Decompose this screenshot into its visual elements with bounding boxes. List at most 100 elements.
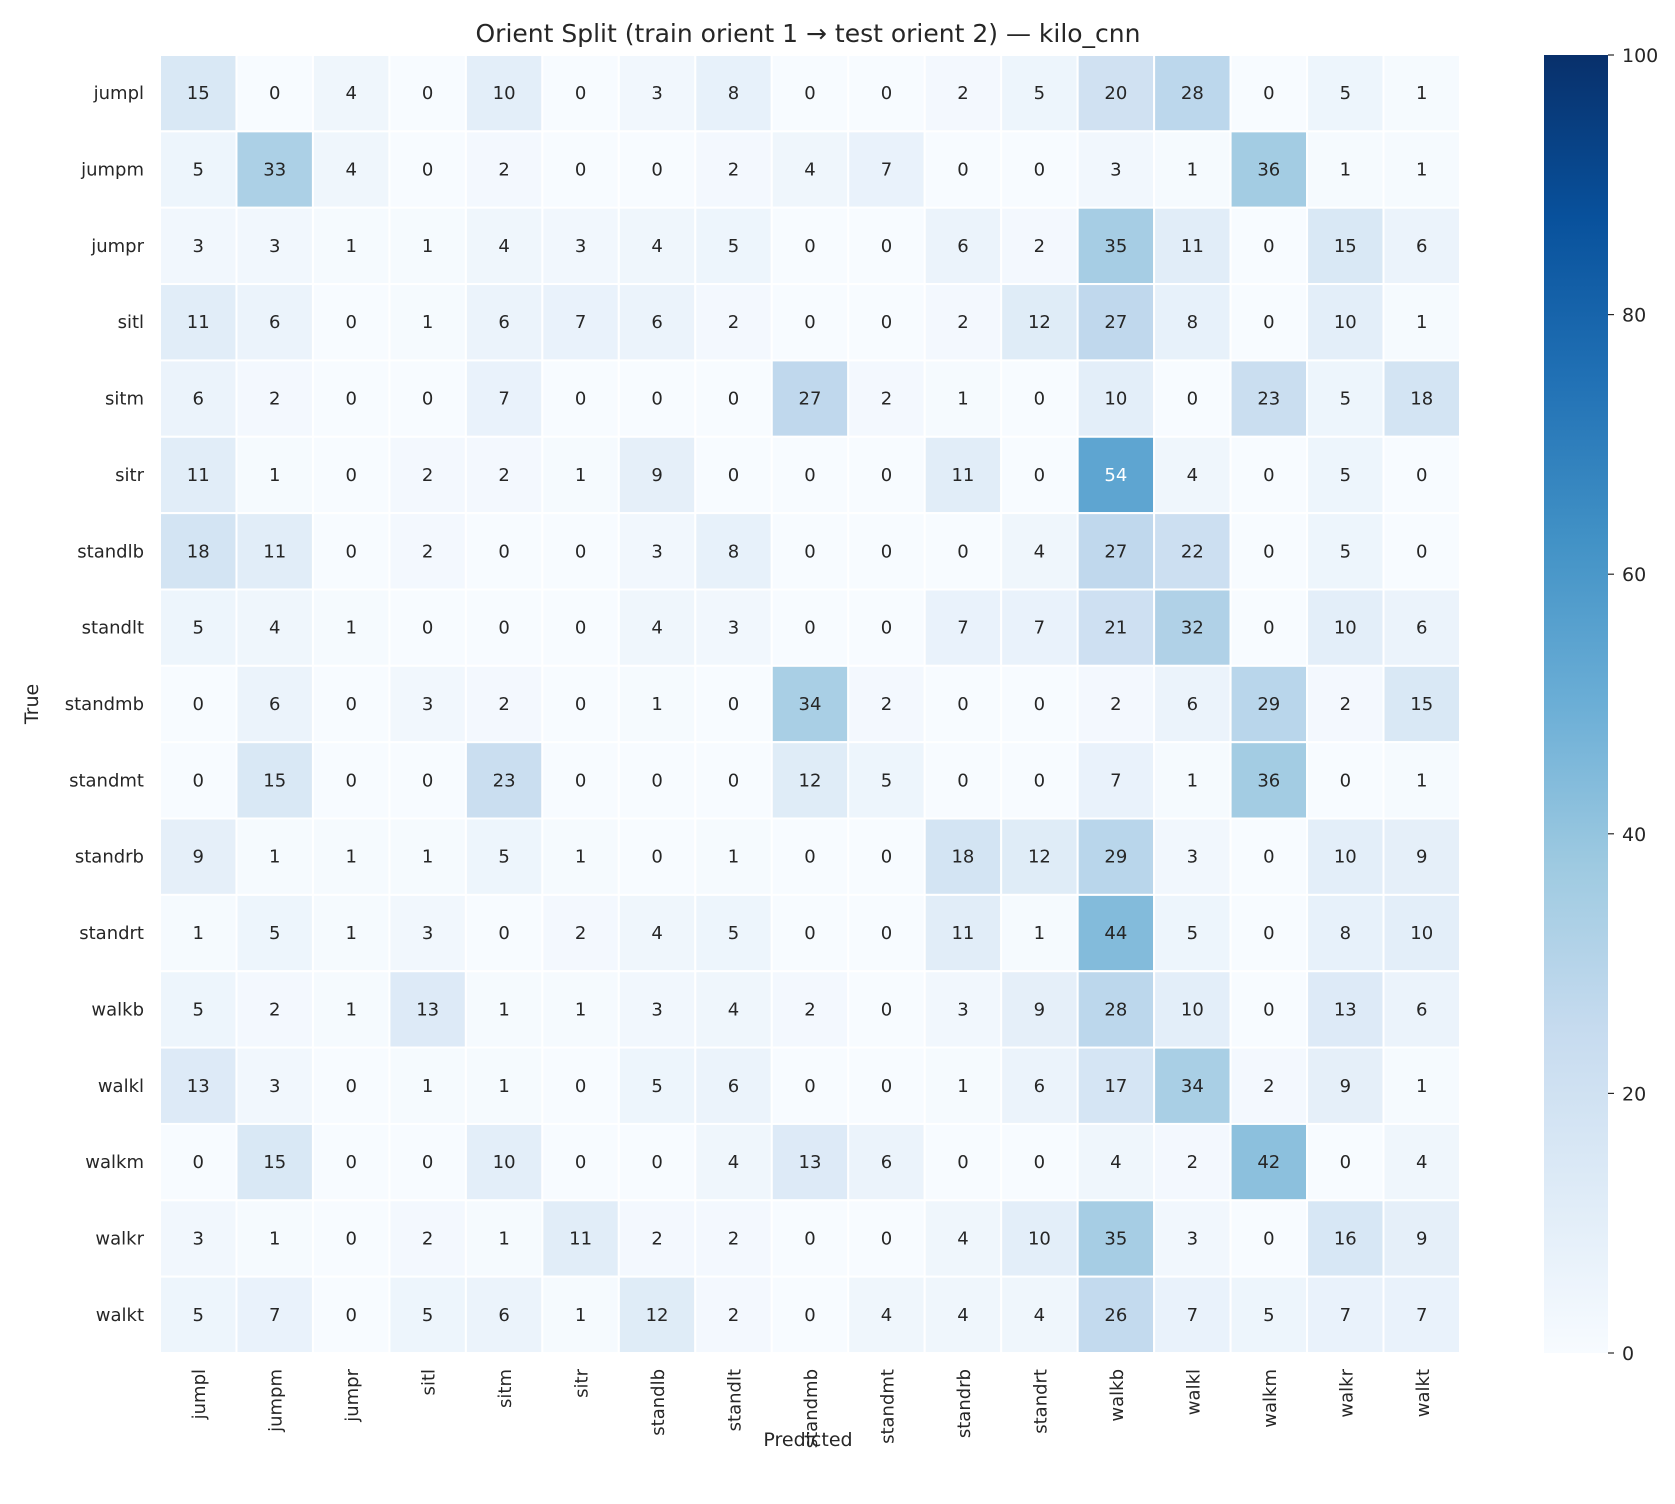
cell-value-label: 1 xyxy=(422,847,433,868)
cell-value-label: 13 xyxy=(799,1152,822,1173)
cell-value-label: 2 xyxy=(1263,1076,1274,1097)
cell-value-label: 4 xyxy=(651,618,662,639)
heatmap-cell xyxy=(464,970,544,1049)
heatmap-cell xyxy=(923,1122,1003,1202)
heatmap-cell xyxy=(923,1046,1003,1125)
cell-value-label: 6 xyxy=(269,312,280,333)
cell-value-label: 0 xyxy=(1263,1228,1274,1249)
heatmap-cell xyxy=(694,130,773,209)
cell-value-label: 9 xyxy=(193,847,204,868)
cell-value-label: 1 xyxy=(345,999,356,1020)
cell-value-label: 0 xyxy=(1340,770,1351,791)
cell-value-label: 5 xyxy=(498,847,509,868)
x-tick-label: walkt xyxy=(1413,1369,1434,1417)
cell-value-label: 4 xyxy=(728,1152,739,1173)
colorbar-tick-label: 100 xyxy=(1622,45,1658,67)
cell-value-label: 0 xyxy=(881,847,892,868)
heatmap-cell xyxy=(159,664,238,744)
cell-value-label: 4 xyxy=(804,160,815,181)
colorbar-tick-label: 80 xyxy=(1622,305,1646,327)
x-tick-label: jumpm xyxy=(266,1369,287,1433)
cell-value-label: 10 xyxy=(493,1152,516,1173)
cell-value-label: 0 xyxy=(804,83,815,104)
heatmap-cell xyxy=(1153,741,1232,820)
heatmap-cell xyxy=(235,588,314,667)
cell-value-label: 32 xyxy=(1181,618,1204,639)
cell-value-label: 2 xyxy=(269,999,280,1020)
heatmap-cell xyxy=(1153,1199,1232,1278)
cell-value-label: 1 xyxy=(575,999,586,1020)
heatmap-cell xyxy=(1076,1275,1156,1355)
cell-value-label: 10 xyxy=(1334,312,1357,333)
cell-value-label: 0 xyxy=(498,618,509,639)
heatmap-cell xyxy=(1229,817,1309,896)
cell-value-label: 0 xyxy=(881,312,892,333)
cell-value-label: 21 xyxy=(1104,618,1127,639)
cell-value-label: 15 xyxy=(263,1152,286,1173)
cell-value-label: 0 xyxy=(345,1076,356,1097)
cell-value-label: 2 xyxy=(957,83,968,104)
cell-value-label: 10 xyxy=(1410,923,1433,944)
heatmap-cell xyxy=(847,1275,926,1355)
heatmap-cell xyxy=(388,130,467,209)
cell-value-label: 5 xyxy=(269,923,280,944)
heatmap-cell xyxy=(464,893,544,973)
cell-value-label: 4 xyxy=(1110,1152,1121,1173)
heatmap-cell xyxy=(847,206,926,286)
heatmap-cell xyxy=(464,1122,544,1202)
cell-value-label: 33 xyxy=(263,160,286,181)
heatmap-cell xyxy=(617,893,697,973)
heatmap-cell xyxy=(388,283,467,362)
cell-value-label: 0 xyxy=(575,1152,586,1173)
cell-value-label: 4 xyxy=(728,999,739,1020)
cell-value-label: 15 xyxy=(187,83,210,104)
heatmap-cell xyxy=(1076,435,1156,515)
x-tick-label: sitl xyxy=(419,1369,440,1395)
cell-value-label: 0 xyxy=(1416,465,1427,486)
heatmap-cell xyxy=(617,664,697,744)
cell-value-label: 10 xyxy=(493,83,516,104)
cell-value-label: 4 xyxy=(881,1305,892,1326)
cell-value-label: 2 xyxy=(422,541,433,562)
cell-value-label: 2 xyxy=(422,465,433,486)
cell-value-label: 2 xyxy=(728,312,739,333)
cell-value-label: 0 xyxy=(651,160,662,181)
cell-value-label: 9 xyxy=(651,465,662,486)
cell-value-label: 1 xyxy=(345,923,356,944)
cell-value-label: 7 xyxy=(1034,618,1045,639)
cell-value-label: 5 xyxy=(1340,389,1351,410)
heatmap-cell xyxy=(235,435,314,515)
cell-value-label: 3 xyxy=(269,236,280,257)
cell-value-label: 11 xyxy=(569,1228,592,1249)
heatmap-cell xyxy=(1229,54,1309,133)
heatmap-cell xyxy=(1382,588,1462,667)
cell-value-label: 0 xyxy=(193,770,204,791)
heatmap-cell xyxy=(1076,588,1156,667)
heatmap-cell xyxy=(1382,664,1462,744)
heatmap-cell xyxy=(388,817,467,896)
cell-value-label: 1 xyxy=(1034,923,1045,944)
heatmap-cell xyxy=(770,893,850,973)
cell-value-label: 2 xyxy=(498,694,509,715)
cell-value-label: 0 xyxy=(804,923,815,944)
cell-value-label: 28 xyxy=(1181,83,1204,104)
x-tick-label: walkl xyxy=(1183,1369,1204,1415)
y-tick-label: standmb xyxy=(65,694,144,715)
heatmap-cell xyxy=(1000,512,1079,591)
colorbar-ticks: 0 20 40 60 80 100 xyxy=(1608,45,1658,1365)
heatmap-cell xyxy=(464,435,544,515)
heatmap-cell xyxy=(388,970,467,1049)
cell-value-label: 15 xyxy=(1410,694,1433,715)
cell-value-label: 1 xyxy=(422,1076,433,1097)
cell-value-label: 0 xyxy=(1034,694,1045,715)
cell-value-label: 8 xyxy=(1340,923,1351,944)
cell-value-label: 16 xyxy=(1334,1228,1357,1249)
cell-value-label: 1 xyxy=(498,999,509,1020)
heatmap-cell xyxy=(464,206,544,286)
heatmap-cell xyxy=(1076,512,1156,591)
cell-value-label: 6 xyxy=(651,312,662,333)
cell-value-label: 0 xyxy=(193,694,204,715)
cell-value-label: 0 xyxy=(1263,236,1274,257)
heatmap-cell xyxy=(617,1199,697,1278)
y-tick-label: standmt xyxy=(69,770,144,791)
